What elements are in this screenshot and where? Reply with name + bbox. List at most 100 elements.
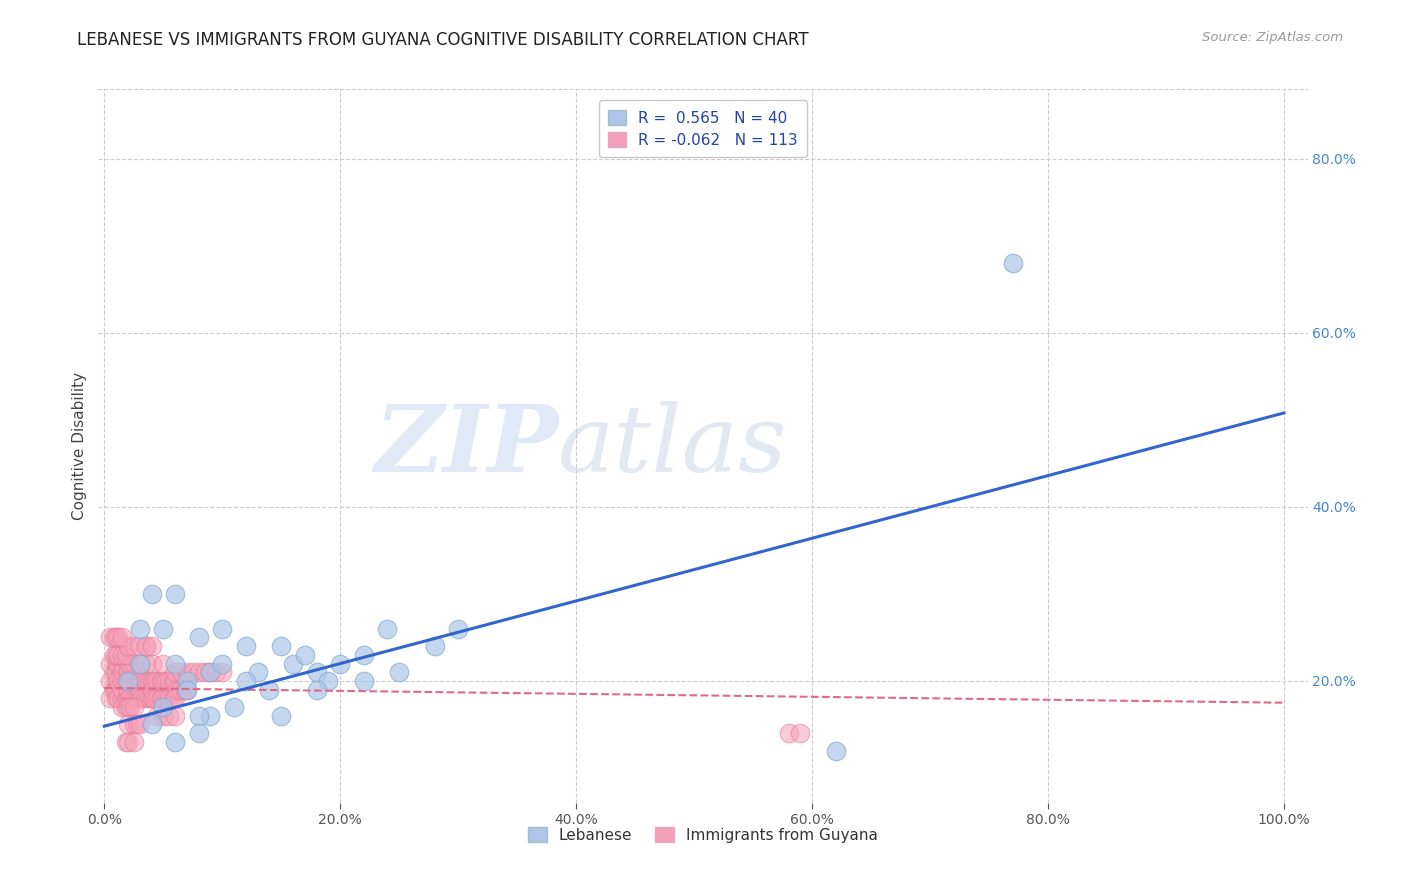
Point <box>165 691 187 706</box>
Point <box>105 631 128 645</box>
Point <box>127 691 149 706</box>
Point <box>141 587 163 601</box>
Point <box>259 682 281 697</box>
Point <box>131 691 153 706</box>
Point <box>117 673 139 688</box>
Point <box>111 700 134 714</box>
Point <box>98 631 121 645</box>
Point <box>111 691 134 706</box>
Point <box>105 691 128 706</box>
Point <box>128 717 150 731</box>
Point <box>114 691 136 706</box>
Point <box>152 657 174 671</box>
Legend: Lebanese, Immigrants from Guyana: Lebanese, Immigrants from Guyana <box>522 821 884 848</box>
Point <box>142 673 165 688</box>
Text: LEBANESE VS IMMIGRANTS FROM GUYANA COGNITIVE DISABILITY CORRELATION CHART: LEBANESE VS IMMIGRANTS FROM GUYANA COGNI… <box>77 31 808 49</box>
Point <box>111 665 134 680</box>
Point <box>114 700 136 714</box>
Point <box>166 682 188 697</box>
Point <box>194 665 217 680</box>
Point <box>103 665 125 680</box>
Point <box>141 657 163 671</box>
Point <box>270 639 292 653</box>
Point <box>235 673 257 688</box>
Point <box>105 682 128 697</box>
Point <box>152 708 174 723</box>
Point <box>789 726 811 740</box>
Point <box>107 648 129 662</box>
Point <box>149 673 172 688</box>
Point <box>111 673 134 688</box>
Point <box>155 691 177 706</box>
Point <box>105 673 128 688</box>
Point <box>157 691 180 706</box>
Point <box>305 682 328 697</box>
Point <box>128 657 150 671</box>
Point <box>103 648 125 662</box>
Point <box>105 657 128 671</box>
Point <box>149 691 172 706</box>
Point <box>135 639 157 653</box>
Point <box>173 682 195 697</box>
Point <box>105 665 128 680</box>
Point <box>187 631 209 645</box>
Point <box>281 657 304 671</box>
Text: Source: ZipAtlas.com: Source: ZipAtlas.com <box>1202 31 1343 45</box>
Point <box>114 673 136 688</box>
Point <box>131 673 153 688</box>
Point <box>157 708 180 723</box>
Point <box>187 708 209 723</box>
Point <box>152 622 174 636</box>
Point <box>222 700 245 714</box>
Point <box>155 673 177 688</box>
Point <box>162 673 184 688</box>
Point <box>114 648 136 662</box>
Point <box>128 691 150 706</box>
Point <box>120 700 142 714</box>
Point <box>122 691 145 706</box>
Point <box>117 665 139 680</box>
Point <box>122 717 145 731</box>
Point <box>778 726 800 740</box>
Point <box>165 665 187 680</box>
Point <box>377 622 399 636</box>
Point <box>114 735 136 749</box>
Point <box>117 735 139 749</box>
Point <box>135 673 157 688</box>
Point <box>98 657 121 671</box>
Point <box>165 673 187 688</box>
Point <box>117 657 139 671</box>
Point <box>128 622 150 636</box>
Point <box>211 665 233 680</box>
Point <box>111 631 134 645</box>
Point <box>146 691 169 706</box>
Point <box>127 673 149 688</box>
Point <box>270 708 292 723</box>
Point <box>294 648 316 662</box>
Point <box>122 673 145 688</box>
Point <box>141 682 163 697</box>
Point <box>128 665 150 680</box>
Point <box>152 673 174 688</box>
Point <box>135 657 157 671</box>
Point <box>122 657 145 671</box>
Point <box>117 717 139 731</box>
Point <box>117 639 139 653</box>
Point <box>120 673 142 688</box>
Point <box>117 691 139 706</box>
Point <box>122 700 145 714</box>
Point <box>152 691 174 706</box>
Point <box>111 682 134 697</box>
Point <box>157 673 180 688</box>
Point <box>170 665 193 680</box>
Point <box>142 691 165 706</box>
Point <box>128 682 150 697</box>
Point <box>122 639 145 653</box>
Point <box>117 700 139 714</box>
Point <box>235 639 257 653</box>
Point <box>423 639 446 653</box>
Point <box>329 657 352 671</box>
Point <box>447 622 470 636</box>
Point <box>165 587 187 601</box>
Point <box>353 648 375 662</box>
